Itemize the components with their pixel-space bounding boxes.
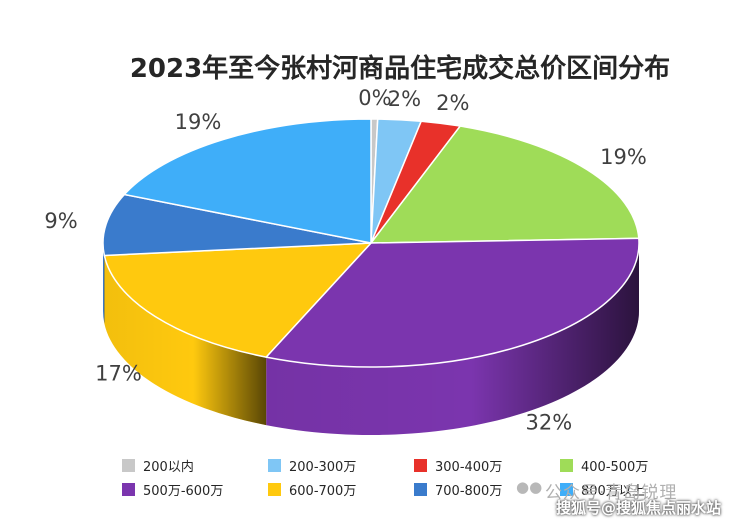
- data-label-5: 17%: [95, 361, 142, 385]
- pie-side-shade-5: [104, 255, 267, 426]
- legend-item-0: 200以内: [122, 455, 268, 475]
- pie-slice-5: [103, 242, 372, 358]
- legend-swatch-5: [268, 482, 281, 496]
- legend-item-4: 500万-600万: [122, 479, 268, 499]
- legend-swatch-0: [122, 458, 135, 472]
- wechat-icon: ●●: [516, 478, 543, 496]
- data-label-7: 19%: [175, 110, 222, 134]
- legend-label-2: 300-400万: [435, 459, 503, 475]
- data-label-4: 32%: [526, 410, 573, 434]
- legend-item-1: 200-300万: [268, 455, 414, 475]
- legend-item-7: 800万以上: [560, 479, 706, 499]
- pie-slice-4: [265, 237, 640, 368]
- pie-slice-3: [370, 125, 640, 244]
- legend: 200以内 200-300万 300-400万 400-500万 500万-600万 60…: [122, 455, 682, 499]
- legend-label-7: 800万以上: [581, 483, 645, 499]
- data-label-2: 2%: [436, 91, 469, 115]
- chart-title: 2023年至今张村河商品住宅成交总价区间分布: [129, 54, 671, 84]
- legend-swatch-7: [560, 482, 573, 496]
- legend-label-6: 700-800万: [435, 483, 503, 499]
- legend-swatch-2: [414, 458, 427, 472]
- data-label-6: 9%: [44, 209, 77, 233]
- data-label-0: 0%: [358, 86, 391, 110]
- legend-label-0: 200以内: [143, 459, 194, 475]
- watermark-text: 公众号·青岛锐理: [545, 483, 678, 503]
- legend-swatch-4: [122, 482, 135, 496]
- legend-swatch-1: [268, 458, 281, 472]
- pie-side-shade-6: [103, 243, 105, 324]
- legend-label-5: 600-700万: [289, 483, 357, 499]
- pie-slice-6: [102, 193, 372, 257]
- legend-item-5: 600-700万: [268, 479, 414, 499]
- legend-item-2: 300-400万: [414, 455, 560, 475]
- legend-label-3: 400-500万: [581, 459, 649, 475]
- legend-swatch-3: [560, 458, 573, 472]
- legend-label-4: 500万-600万: [143, 483, 224, 499]
- legend-item-3: 400-500万: [560, 455, 706, 475]
- data-label-3: 19%: [600, 145, 647, 169]
- legend-label-1: 200-300万: [289, 459, 357, 475]
- pie-slice-7: [123, 118, 372, 244]
- watermark-source: 搜狐号@搜狐焦点丽水站: [556, 499, 722, 517]
- legend-swatch-6: [414, 482, 427, 496]
- pie-side-shade-4: [266, 243, 639, 436]
- legend-item-6: 700-800万: [414, 479, 560, 499]
- data-label-1: 2%: [388, 87, 421, 111]
